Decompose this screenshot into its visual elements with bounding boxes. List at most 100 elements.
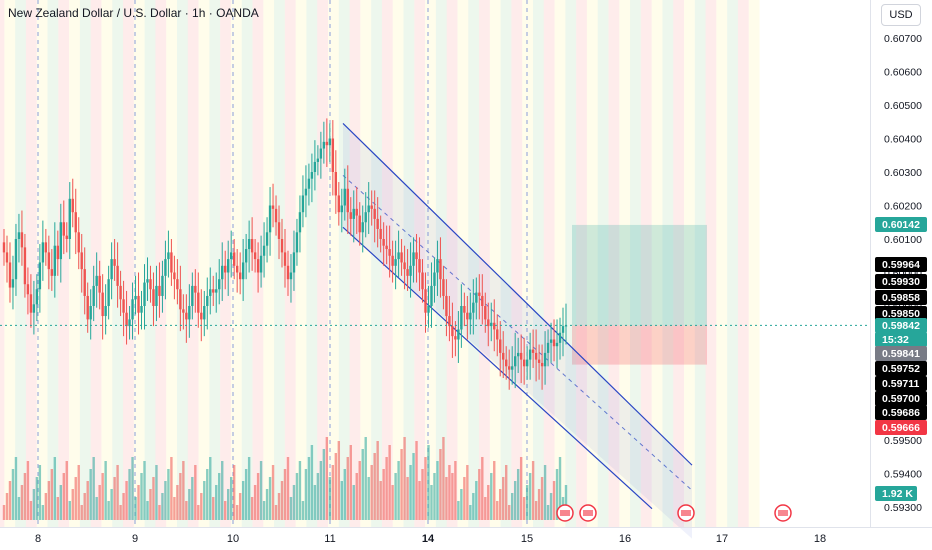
candle-body <box>454 336 457 340</box>
candle-body <box>490 322 493 327</box>
volume-bar <box>268 477 272 520</box>
price-tick-label: 0.59400 <box>884 469 922 481</box>
price-badge <box>875 346 927 361</box>
candle-body <box>101 292 104 317</box>
volume-bar <box>406 477 409 520</box>
volume-bar <box>316 473 320 520</box>
volume-bar <box>68 501 71 520</box>
volume-bar <box>534 501 538 520</box>
volume-bar <box>448 465 451 520</box>
candle-body <box>229 252 233 260</box>
time-axis[interactable]: 8 9 10 11 14 15 16 17 18 <box>35 533 826 545</box>
candle-body <box>340 205 343 213</box>
session-band <box>349 0 361 527</box>
candle-body <box>337 195 341 213</box>
price-badge <box>875 332 927 347</box>
volume-bar <box>427 445 430 520</box>
candle-body <box>188 306 191 320</box>
price-axis[interactable]: 0.60700 0.60600 0.60500 0.60400 0.60300 0.602… <box>884 33 922 514</box>
volume-bar <box>445 477 448 520</box>
candle-body <box>50 269 54 276</box>
candle-body <box>274 208 278 223</box>
time-axis-divider <box>0 527 932 528</box>
price-badge <box>875 217 927 232</box>
candle-body <box>26 284 30 295</box>
volume-bar <box>104 461 107 520</box>
volume-bar <box>460 489 463 520</box>
volume-bar <box>319 461 323 520</box>
candle-body <box>221 265 224 280</box>
candle-body <box>331 138 335 172</box>
candle-body <box>176 279 179 290</box>
candle-body <box>409 265 412 276</box>
candle-body <box>107 279 110 306</box>
candle-body <box>364 212 367 223</box>
volume-bar <box>346 457 349 520</box>
session-band <box>446 0 458 527</box>
volume-bar <box>137 485 140 520</box>
candle-body <box>241 262 245 280</box>
session-band <box>468 0 480 527</box>
price-axis-badges: 0.601420.599640.599300.598580.598500.598… <box>875 217 927 501</box>
candle-body <box>185 312 188 320</box>
volume-bar <box>95 497 98 520</box>
candle-body <box>32 304 36 313</box>
candle-body <box>313 161 317 172</box>
volume-bar <box>158 505 161 520</box>
volume-bar <box>206 469 209 520</box>
volume-badge-label: 1.92 K <box>882 488 913 500</box>
session-band <box>123 0 134 527</box>
descending-channel-drawing[interactable] <box>342 122 693 539</box>
volume-bar <box>493 461 496 520</box>
session-band <box>705 0 717 527</box>
volume-bar <box>487 485 490 520</box>
volume-bar <box>454 461 457 520</box>
economic-event-markers[interactable] <box>556 504 792 522</box>
candle-body <box>146 279 149 283</box>
price-badge <box>875 274 927 289</box>
candle-body <box>212 289 215 293</box>
candlestick-series <box>2 118 568 390</box>
candle-body <box>155 285 158 306</box>
session-band <box>403 0 415 527</box>
volume-bar <box>98 485 101 520</box>
currency-button[interactable]: USD <box>881 4 921 26</box>
volume-bar <box>343 469 346 520</box>
candle-body <box>439 259 442 280</box>
volume-bar <box>47 481 51 520</box>
price-badge <box>875 405 927 420</box>
candle-body <box>280 239 284 253</box>
candle-body <box>400 252 403 263</box>
candle-body <box>322 141 326 149</box>
candle-body <box>537 359 541 363</box>
candle-body <box>256 259 260 273</box>
volume-bar <box>59 485 62 520</box>
price-badge-label: 0.59700 <box>882 393 920 405</box>
session-band <box>101 0 113 527</box>
candle-body <box>295 232 299 253</box>
volume-bar <box>262 501 266 520</box>
price-tick-label: 0.60600 <box>884 67 922 79</box>
candle-body <box>508 366 511 370</box>
candle-body <box>238 272 242 280</box>
volume-bar <box>8 481 12 520</box>
session-band <box>727 0 738 527</box>
candle-body <box>549 339 553 343</box>
candle-body <box>227 259 230 273</box>
volume-bar <box>161 493 164 520</box>
volume-bar <box>364 437 367 520</box>
volume-bar <box>513 481 517 520</box>
session-band <box>597 0 609 527</box>
session-band <box>522 0 533 527</box>
candle-body <box>56 245 60 260</box>
candle-body <box>427 306 430 313</box>
candle-body <box>352 208 355 219</box>
volume-bar <box>475 481 478 520</box>
volume-bar <box>292 485 296 520</box>
candle-body <box>38 262 42 290</box>
candle-body <box>415 252 418 260</box>
candle-body <box>418 259 421 273</box>
long-position-tool[interactable] <box>572 224 707 365</box>
volume-bar <box>92 457 95 520</box>
